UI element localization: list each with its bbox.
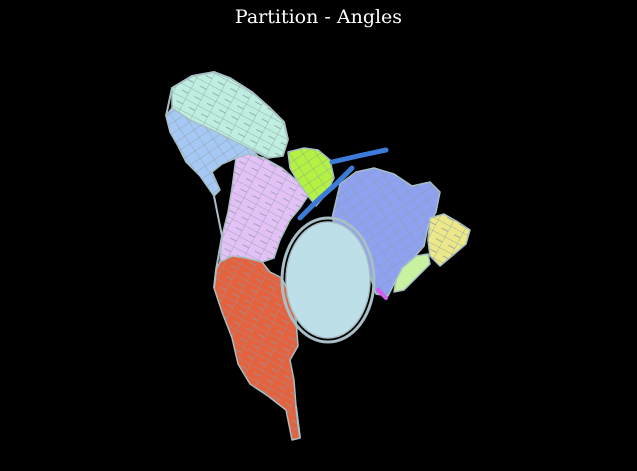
outline-road-north <box>165 70 289 141</box>
region-blue-road <box>297 147 389 221</box>
region-red-streets <box>214 256 300 440</box>
region-mint-area <box>393 253 431 293</box>
outline-roads <box>165 70 301 439</box>
magenta-segment <box>376 288 388 300</box>
region-light-blue-streets <box>166 108 262 196</box>
region-lime <box>287 147 335 207</box>
lake-area <box>285 221 371 339</box>
outline-road-west <box>213 195 224 289</box>
blue-road-line-1 <box>329 147 389 165</box>
region-lime-streets <box>288 148 334 206</box>
region-yellow-streets <box>428 214 470 266</box>
region-light-blue <box>165 107 263 197</box>
map-title: Partition - Angles <box>234 6 403 28</box>
blue-road-line-2 <box>297 165 355 221</box>
lake-outline <box>280 216 376 344</box>
region-mint <box>393 253 431 293</box>
region-periwinkle-streets <box>332 168 440 296</box>
region-magenta <box>376 288 388 300</box>
outline-road-east <box>295 405 301 439</box>
region-teal-streets <box>172 72 288 158</box>
region-yellow <box>427 213 471 267</box>
region-violet <box>219 153 309 263</box>
region-violet-streets <box>220 154 308 262</box>
region-lake <box>280 216 376 344</box>
region-red <box>213 255 301 441</box>
